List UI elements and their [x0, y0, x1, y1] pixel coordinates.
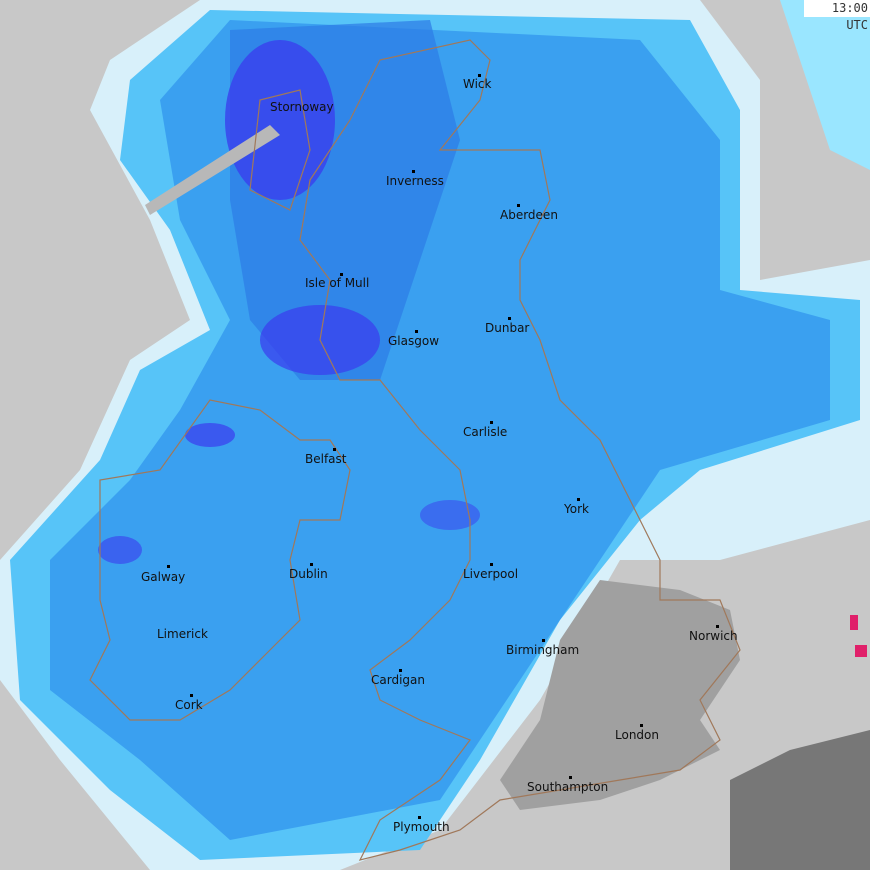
heavy-rain-cell	[420, 500, 480, 530]
city-dot	[167, 565, 170, 568]
heavy-rain-cell	[185, 423, 235, 447]
city-dot	[508, 317, 511, 320]
city-dot	[542, 639, 545, 642]
city-dot	[340, 273, 343, 276]
city-label-cardigan: Cardigan	[371, 673, 425, 687]
intense-rain-cell	[850, 615, 858, 630]
city-label-dunbar: Dunbar	[485, 321, 530, 335]
city-dot	[310, 563, 313, 566]
heavy-rain-cell	[98, 536, 142, 564]
heavy-rain-cell	[225, 40, 335, 200]
city-label-london: London	[615, 728, 659, 742]
city-dot	[640, 724, 643, 727]
city-label-galway: Galway	[141, 570, 186, 584]
city-dot	[399, 669, 402, 672]
city-dot	[577, 498, 580, 501]
city-label-plymouth: Plymouth	[393, 820, 450, 834]
city-label-wick: Wick	[463, 77, 492, 91]
city-dot	[415, 330, 418, 333]
city-dot	[517, 204, 520, 207]
city-label-cork: Cork	[175, 698, 203, 712]
city-label-york: York	[564, 502, 589, 516]
city-label-aberdeen: Aberdeen	[500, 208, 558, 222]
beam-artifact	[145, 125, 280, 215]
city-dot	[569, 776, 572, 779]
city-label-liverpool: Liverpool	[463, 567, 519, 581]
city-label-southampton: Southampton	[527, 780, 609, 794]
city-dot	[490, 563, 493, 566]
city-dot	[478, 74, 481, 77]
city-label-isle-of-mull: Isle of Mull	[305, 276, 370, 290]
city-dot	[412, 170, 415, 173]
city-label-limerick: Limerick	[157, 627, 208, 641]
timestamp-label: 13:00 UTC	[804, 0, 870, 32]
continent-land	[730, 730, 870, 870]
city-label-inverness: Inverness	[386, 174, 444, 188]
city-label-dublin: Dublin	[289, 567, 328, 581]
city-label-birmingham: Birmingham	[506, 643, 580, 657]
city-label-carlisle: Carlisle	[463, 425, 508, 439]
city-label-glasgow: Glasgow	[388, 334, 440, 348]
city-label-stornoway: Stornoway	[270, 100, 334, 114]
city-label-norwich: Norwich	[689, 629, 738, 643]
city-dot	[190, 694, 193, 697]
city-dot	[716, 625, 719, 628]
intense-rain-cell	[855, 645, 867, 657]
city-dot	[418, 816, 421, 819]
coastlines	[89, 39, 741, 861]
light-rain-ne	[780, 0, 870, 170]
dry-land-se	[500, 580, 740, 810]
city-label-belfast: Belfast	[305, 452, 347, 466]
city-dot	[490, 421, 493, 424]
city-dot	[333, 448, 336, 451]
